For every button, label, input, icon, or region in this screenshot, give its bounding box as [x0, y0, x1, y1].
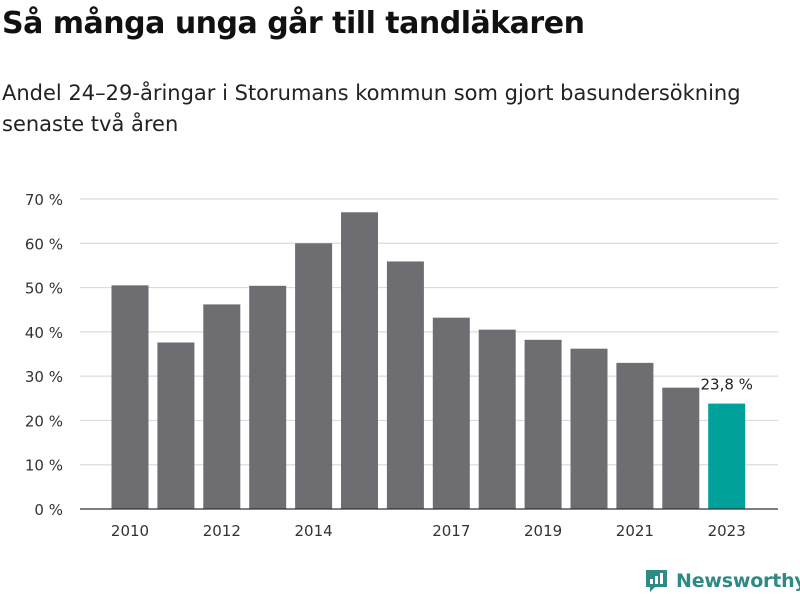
y-tick-label: 30 % — [25, 368, 63, 386]
y-tick-label: 10 % — [25, 457, 63, 475]
bar-2017 — [432, 317, 470, 509]
bar-2014 — [295, 243, 333, 510]
bar-2023 — [708, 403, 746, 509]
bar-2012 — [203, 304, 241, 509]
x-tick-label: 2010 — [111, 522, 149, 540]
x-tick-label: 2012 — [203, 522, 241, 540]
chart-title: Så många unga går till tandläkaren — [2, 6, 585, 41]
bar-2020 — [570, 348, 608, 509]
y-tick-label: 0 % — [34, 501, 63, 519]
annotations: 23,8 % — [700, 376, 752, 394]
brand: Newsworthy — [644, 568, 800, 593]
bar-2018 — [478, 329, 516, 509]
bars — [111, 212, 746, 510]
newsworthy-logo-icon — [646, 570, 667, 592]
bar-2021 — [616, 362, 654, 509]
x-tick-label: 2014 — [295, 522, 333, 540]
grid-lines — [80, 198, 778, 466]
bar-2011 — [157, 342, 195, 509]
data-label: 23,8 % — [700, 376, 752, 394]
x-tick-label: 2021 — [616, 522, 654, 540]
x-tick-label: 2023 — [708, 522, 746, 540]
brand-name: Newsworthy — [676, 569, 800, 592]
chart-subtitle: Andel 24–29-åringar i Storumans kommun s… — [2, 81, 741, 136]
x-axis-tick-labels: 2010 2012 2014 2017 2019 2021 2023 — [111, 522, 746, 540]
y-tick-label: 60 % — [25, 235, 63, 253]
bar-2019 — [524, 339, 562, 509]
bar-2013 — [249, 285, 287, 509]
x-tick-label: 2019 — [524, 522, 562, 540]
x-tick-label: 2017 — [432, 522, 470, 540]
bar-2016 — [386, 261, 424, 509]
y-axis-tick-labels: 0 % 10 % 20 % 30 % 40 % 50 % 60 % 70 % — [25, 191, 63, 519]
bar-2022 — [662, 387, 700, 509]
y-tick-label: 70 % — [25, 191, 63, 209]
y-tick-label: 40 % — [25, 324, 63, 342]
bar-2015 — [341, 212, 378, 510]
bar-2010 — [111, 285, 149, 509]
y-tick-label: 20 % — [25, 412, 63, 430]
y-tick-label: 50 % — [25, 280, 63, 298]
